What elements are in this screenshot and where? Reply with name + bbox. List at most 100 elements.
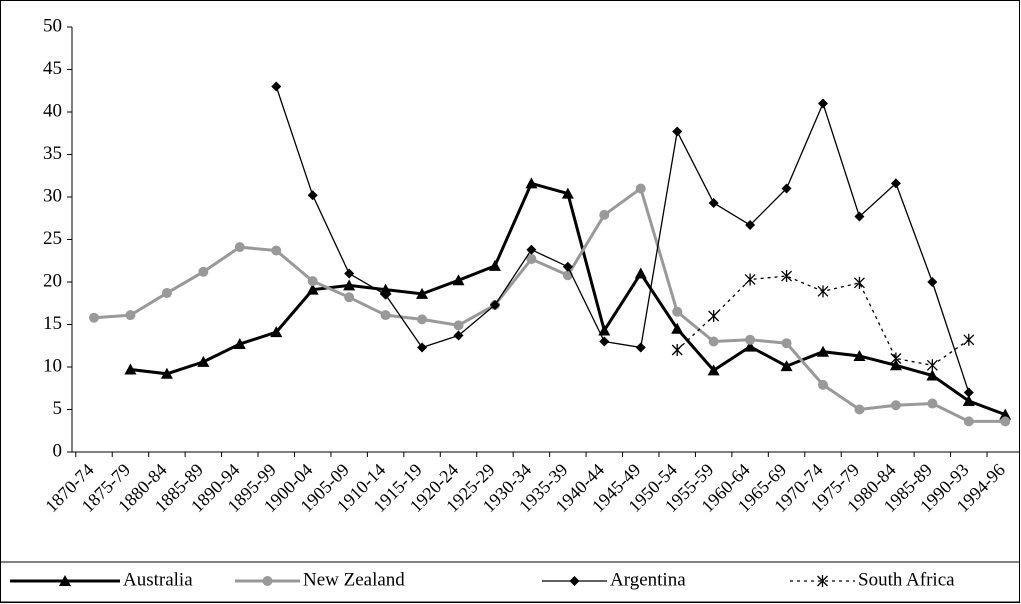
marker — [890, 352, 902, 365]
marker — [963, 416, 974, 427]
marker — [89, 312, 99, 323]
marker — [744, 340, 757, 352]
marker — [343, 279, 356, 291]
marker — [635, 183, 646, 194]
marker — [488, 259, 501, 271]
marker — [380, 289, 391, 300]
y-tick-label: 35 — [43, 143, 62, 164]
marker — [817, 345, 829, 357]
legend-item: Argentina — [542, 569, 686, 590]
legend-label: New Zealand — [303, 569, 405, 590]
marker — [963, 333, 975, 346]
marker — [818, 98, 828, 109]
marker — [307, 190, 318, 201]
marker — [671, 322, 684, 334]
y-tick-label: 30 — [43, 185, 62, 206]
marker — [708, 310, 720, 322]
marker — [262, 576, 273, 586]
marker — [233, 338, 246, 350]
marker — [453, 330, 464, 341]
marker — [927, 277, 938, 287]
marker — [271, 245, 282, 256]
marker — [417, 314, 428, 325]
legend-item: New Zealand — [235, 569, 405, 590]
legend-label: Argentina — [610, 569, 686, 590]
marker — [234, 242, 245, 253]
marker — [817, 285, 829, 298]
marker — [198, 266, 209, 277]
marker — [306, 283, 319, 295]
marker — [124, 363, 137, 375]
marker — [489, 299, 500, 310]
marker — [452, 274, 465, 286]
marker — [1000, 416, 1011, 427]
marker — [160, 367, 173, 379]
y-tick-label: 0 — [53, 440, 63, 461]
y-tick-label: 15 — [43, 313, 62, 334]
marker — [744, 273, 756, 286]
y-tick-label: 5 — [53, 398, 63, 419]
marker — [417, 342, 428, 353]
marker — [197, 355, 210, 367]
marker — [562, 261, 573, 272]
series-line — [93, 186, 1006, 423]
legend-item: South Africa — [790, 569, 955, 590]
y-tick-label: 10 — [43, 355, 62, 376]
marker — [672, 126, 683, 137]
marker — [599, 209, 610, 220]
marker — [671, 344, 683, 356]
marker — [59, 575, 71, 586]
marker — [344, 292, 355, 303]
marker — [781, 270, 793, 283]
marker — [781, 183, 792, 194]
marker — [598, 324, 611, 336]
marker — [889, 359, 902, 371]
marker — [561, 187, 574, 199]
marker — [270, 326, 283, 338]
marker — [745, 220, 756, 231]
y-tick-label: 20 — [43, 270, 62, 291]
marker — [672, 306, 683, 317]
marker — [380, 310, 391, 321]
marker — [780, 360, 793, 372]
marker — [890, 400, 901, 411]
marker — [963, 387, 974, 398]
y-tick-label: 25 — [43, 228, 62, 249]
marker — [707, 364, 720, 376]
marker — [344, 268, 355, 279]
legend-box — [0, 561, 1020, 603]
marker — [818, 379, 828, 390]
marker — [271, 81, 282, 92]
marker — [635, 342, 646, 353]
legend-label: Australia — [123, 569, 193, 590]
marker — [525, 177, 538, 189]
y-tick-label: 40 — [43, 100, 62, 121]
marker — [379, 283, 392, 295]
marker — [634, 267, 647, 279]
marker — [599, 336, 610, 347]
y-tick-label: 45 — [43, 58, 62, 79]
marker — [962, 395, 975, 406]
marker — [161, 288, 172, 299]
series-line — [275, 86, 970, 393]
marker — [569, 576, 580, 586]
marker — [453, 320, 464, 331]
marker — [999, 408, 1012, 420]
marker — [817, 575, 828, 587]
marker — [526, 254, 537, 265]
marker — [926, 359, 938, 372]
legend-label: South Africa — [858, 569, 955, 590]
y-tick-label: 50 — [43, 15, 62, 36]
marker — [853, 276, 865, 289]
marker — [926, 369, 939, 381]
marker — [526, 244, 537, 255]
legend-item: Australia — [10, 569, 193, 590]
marker — [307, 276, 318, 287]
marker — [781, 338, 792, 349]
marker — [927, 398, 938, 409]
marker — [745, 334, 756, 345]
marker — [890, 178, 901, 189]
marker — [416, 287, 429, 299]
